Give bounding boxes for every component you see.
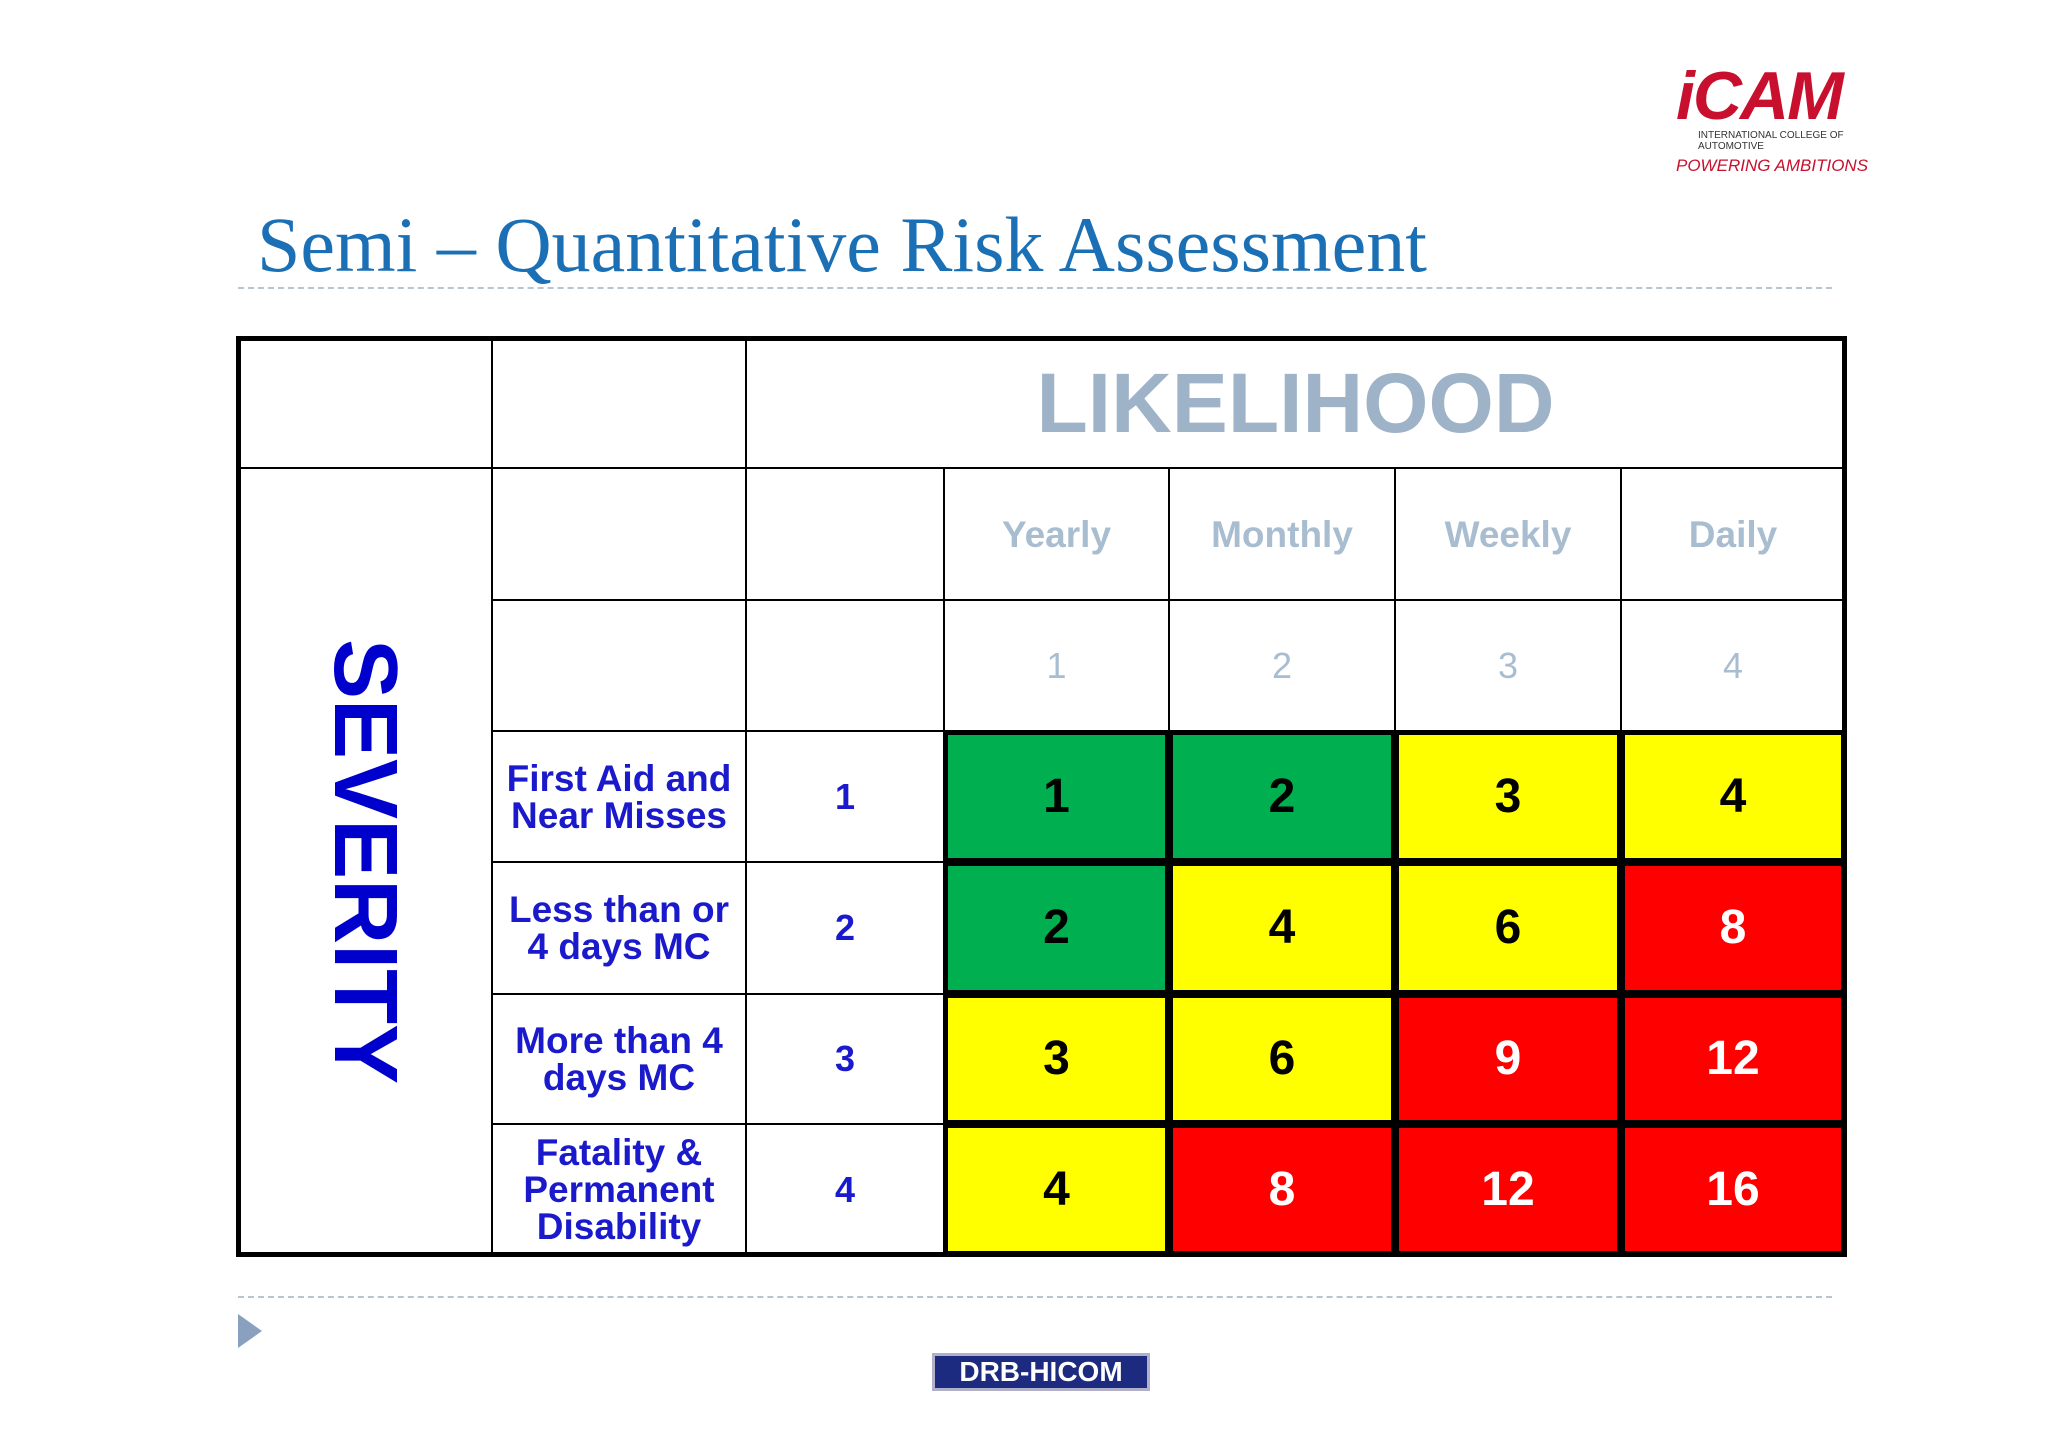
footer-logo: DRB-HICOM [932,1353,1150,1391]
risk-cell: 8 [1621,862,1845,994]
severity-header: First Aid and Near Misses [492,731,746,862]
logo-subtitle: INTERNATIONAL COLLEGE OF AUTOMOTIVE [1698,130,1844,152]
risk-cell: 4 [1169,862,1395,994]
risk-cell: 2 [944,862,1169,994]
risk-cell: 12 [1395,1124,1621,1255]
empty-cell [746,468,944,600]
risk-cell: 16 [1621,1124,1845,1255]
risk-cell: 3 [1395,731,1621,862]
risk-cell: 6 [1169,994,1395,1124]
risk-cell: 9 [1395,994,1621,1124]
empty-cell [238,338,492,468]
risk-cell: 2 [1169,731,1395,862]
severity-header: Fatality & Permanent Disability [492,1124,746,1255]
empty-cell [492,600,746,731]
severity-score: 4 [746,1124,944,1255]
logo-tagline: POWERING AMBITIONS [1676,156,1869,175]
likelihood-label: LIKELIHOOD [746,338,1845,468]
bullet-arrow [238,1314,262,1348]
severity-text: SEVERITY [315,638,415,1085]
likelihood-header: Weekly [1395,468,1621,600]
divider [238,287,1832,289]
severity-header: Less than or 4 days MC [492,862,746,994]
empty-cell [492,338,746,468]
risk-cell: 8 [1169,1124,1395,1255]
risk-cell: 4 [1621,731,1845,862]
likelihood-score: 4 [1621,600,1845,731]
logo-name: iCAM [1676,58,1844,134]
title: Semi – Quantitative Risk Assessment [257,201,1427,288]
severity-label: SEVERITY [238,468,492,1255]
severity-score: 1 [746,731,944,862]
empty-cell [492,468,746,600]
risk-cell: 4 [944,1124,1169,1255]
likelihood-header: Yearly [944,468,1169,600]
likelihood-header: Monthly [1169,468,1395,600]
likelihood-score: 1 [944,600,1169,731]
empty-cell [746,600,944,731]
logo: iCAM INTERNATIONAL COLLEGE OF AUTOMOTIVE… [1676,62,1906,176]
risk-cell: 6 [1395,862,1621,994]
risk-cell: 1 [944,731,1169,862]
likelihood-score: 2 [1169,600,1395,731]
severity-header: More than 4 days MC [492,994,746,1124]
severity-score: 3 [746,994,944,1124]
severity-score: 2 [746,862,944,994]
likelihood-score: 3 [1395,600,1621,731]
divider [238,1296,1832,1298]
risk-cell: 12 [1621,994,1845,1124]
likelihood-header: Daily [1621,468,1845,600]
risk-cell: 3 [944,994,1169,1124]
